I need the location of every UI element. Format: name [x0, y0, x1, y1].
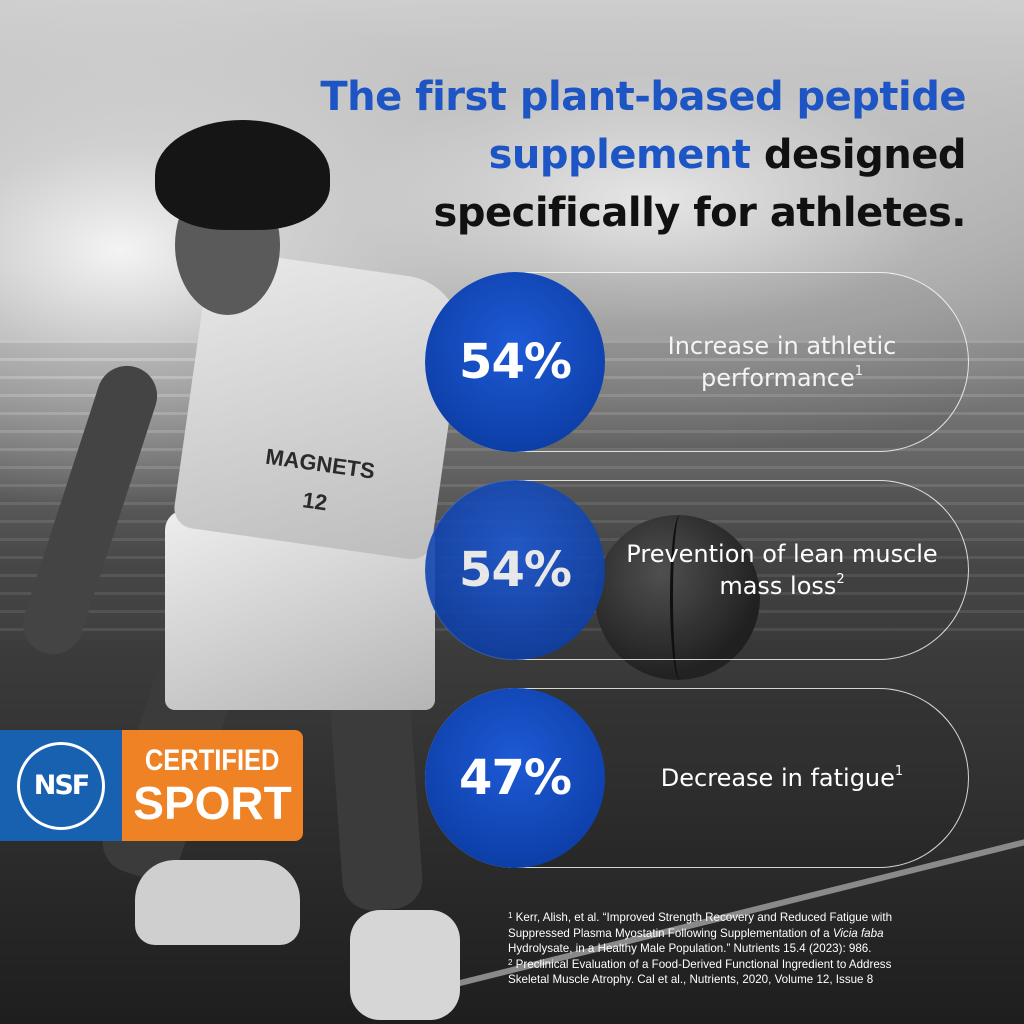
nsf-logo: NSF: [0, 730, 122, 841]
footnote-1: 1 Kerr, Alish, et al. “Improved Strength…: [508, 911, 893, 955]
athlete-shoe: [135, 860, 300, 945]
basketball-seam: [670, 515, 690, 680]
headline-blue-word: supplement: [488, 132, 751, 178]
footnote-2: 2 Preclinical Evaluation of a Food-Deriv…: [508, 957, 892, 987]
stat-value-circle: 54%: [425, 480, 605, 660]
stat-value-circle: 54%: [425, 272, 605, 452]
headline-rest: designed: [750, 132, 967, 178]
athlete-shoe: [350, 910, 460, 1020]
stat-pill-performance: 54% Increase in athletic performance1: [425, 272, 969, 452]
headline: The first plant-based peptide supplement…: [320, 68, 966, 242]
footnote-marker: 2: [836, 572, 845, 587]
footnotes: 1 Kerr, Alish, et al. “Improved Strength…: [508, 910, 928, 988]
headline-line-1: The first plant-based peptide: [320, 74, 966, 120]
footnote-marker: 1: [894, 764, 904, 779]
stat-label: Prevention of lean muscle mass loss2: [626, 540, 938, 600]
stat-pill-fatigue: 47% Decrease in fatigue1: [425, 688, 969, 868]
headline-line-2: supplement designed: [320, 126, 967, 184]
stat-pill-lean-muscle: 54% Prevention of lean muscle mass loss2: [425, 480, 969, 660]
stat-label: Increase in athletic performance1: [667, 332, 897, 392]
footnote-marker: 1: [854, 364, 863, 379]
certified-sport-label: CERTIFIED SPORT: [122, 730, 303, 841]
headline-line-3: specifically for athletes.: [433, 190, 967, 236]
stat-label: Decrease in fatigue1: [660, 764, 904, 792]
nsf-certified-sport-badge: NSF CERTIFIED SPORT: [0, 730, 303, 841]
stat-value-circle: 47%: [425, 688, 605, 868]
athlete-hair: [155, 120, 330, 230]
